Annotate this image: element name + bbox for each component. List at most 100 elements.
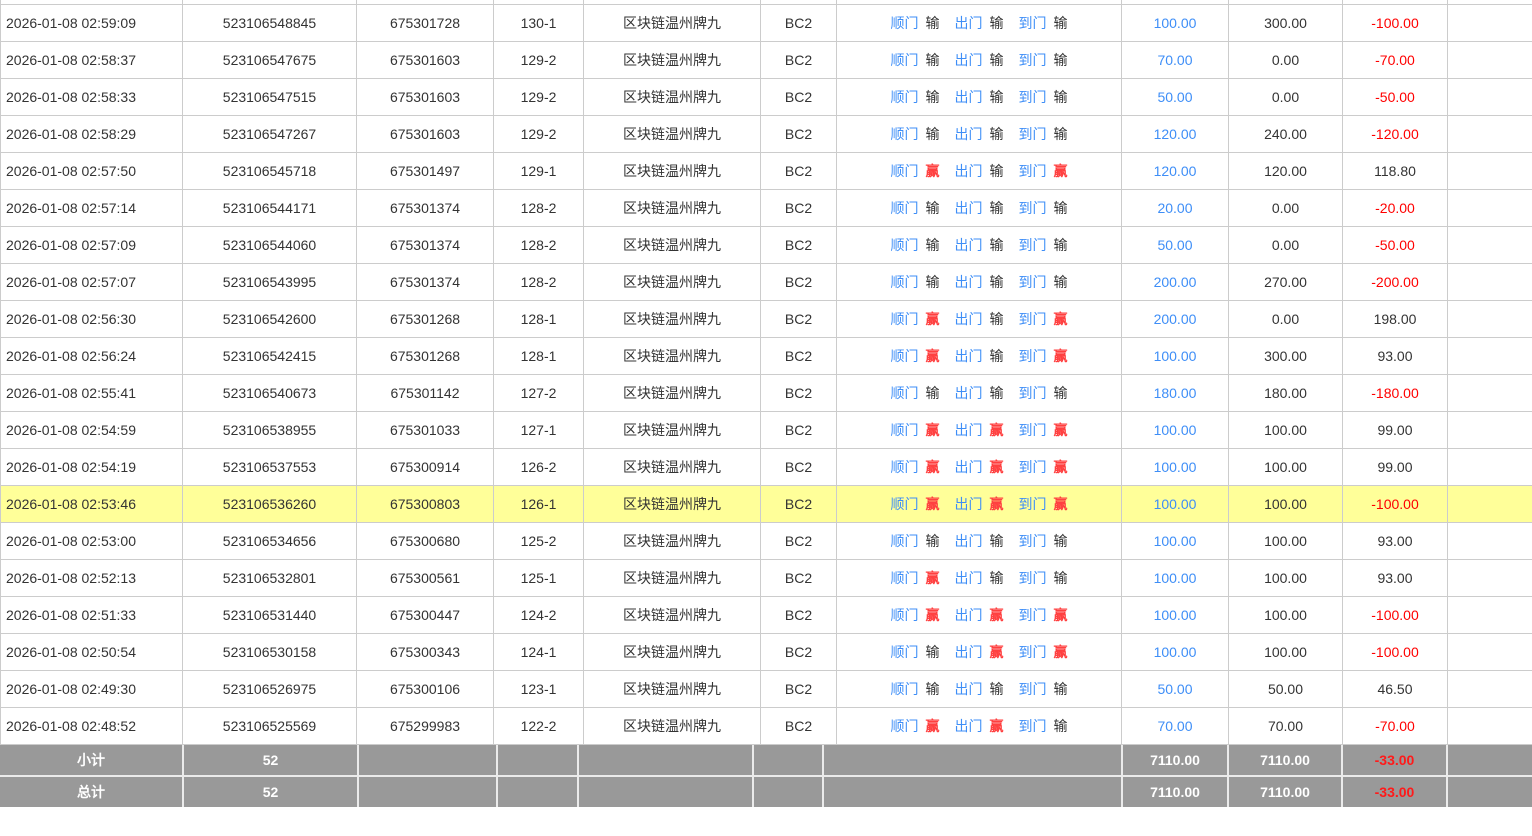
gate-link[interactable]: 顺门 [890, 14, 919, 31]
gate-link[interactable]: 到门 [1018, 495, 1047, 512]
bet-amount[interactable]: 200.00 [1121, 262, 1229, 301]
gate-link[interactable]: 出门 [954, 14, 983, 31]
bet-amount[interactable]: 180.00 [1121, 373, 1229, 412]
bet-amount[interactable]: 50.00 [1121, 77, 1229, 116]
gate-link[interactable]: 到门 [1018, 273, 1047, 290]
gate-link[interactable]: 到门 [1018, 569, 1047, 586]
gate-link[interactable]: 顺门 [890, 717, 919, 734]
table-row[interactable]: 2026-01-08 02:53:46 523106536260 675300803… [0, 484, 1532, 523]
gate-link[interactable]: 顺门 [890, 125, 919, 142]
bet-amount[interactable]: 20.00 [1121, 188, 1229, 227]
table-row[interactable]: 2026-01-08 02:57:50 523106545718 675301497… [0, 151, 1532, 190]
table-row[interactable]: 2026-01-08 02:57:07 523106543995 675301374… [0, 262, 1532, 301]
gate-link[interactable]: 到门 [1018, 88, 1047, 105]
gate-link[interactable]: 出门 [954, 273, 983, 290]
gate-link[interactable]: 出门 [954, 606, 983, 623]
bet-amount[interactable]: 50.00 [1121, 225, 1229, 264]
gate-link[interactable]: 到门 [1018, 199, 1047, 216]
table-row[interactable]: 2026-01-08 02:51:33 523106531440 675300447… [0, 595, 1532, 634]
gate-link[interactable]: 到门 [1018, 310, 1047, 327]
gate-link[interactable]: 顺门 [890, 347, 919, 364]
table-row[interactable]: 2026-01-08 02:59:09 523106548845 675301728… [0, 3, 1532, 42]
table-row[interactable]: 2026-01-08 02:54:19 523106537553 675300914… [0, 447, 1532, 486]
gate-link[interactable]: 顺门 [890, 384, 919, 401]
gate-link[interactable]: 到门 [1018, 125, 1047, 142]
bet-amount[interactable]: 100.00 [1121, 336, 1229, 375]
table-row[interactable]: 2026-01-08 02:56:30 523106542600 675301268… [0, 299, 1532, 338]
bet-amount[interactable]: 100.00 [1121, 447, 1229, 486]
gate-link[interactable]: 顺门 [890, 532, 919, 549]
gate-link[interactable]: 出门 [954, 569, 983, 586]
bet-amount[interactable]: 100.00 [1121, 521, 1229, 560]
gate-link[interactable]: 顺门 [890, 421, 919, 438]
gate-link[interactable]: 到门 [1018, 643, 1047, 660]
table-row[interactable]: 2026-01-08 02:58:33 523106547515 675301603… [0, 77, 1532, 116]
bet-amount[interactable]: 100.00 [1121, 595, 1229, 634]
gate-link[interactable]: 出门 [954, 125, 983, 142]
gate-link[interactable]: 到门 [1018, 606, 1047, 623]
gate-link[interactable]: 到门 [1018, 532, 1047, 549]
gate-link[interactable]: 出门 [954, 199, 983, 216]
table-row[interactable]: 2026-01-08 02:55:41 523106540673 675301142… [0, 373, 1532, 412]
gate-link[interactable]: 到门 [1018, 421, 1047, 438]
gate-link[interactable]: 顺门 [890, 199, 919, 216]
bet-amount[interactable]: 100.00 [1121, 484, 1229, 523]
table-row[interactable]: 2026-01-08 02:52:13 523106532801 675300561… [0, 558, 1532, 597]
bet-amount[interactable]: 100.00 [1121, 3, 1229, 42]
gate-link[interactable]: 出门 [954, 236, 983, 253]
table-row[interactable]: 2026-01-08 02:54:59 523106538955 675301033… [0, 410, 1532, 449]
table-row[interactable]: 2026-01-08 02:57:14 523106544171 675301374… [0, 188, 1532, 227]
gate-link[interactable]: 出门 [954, 162, 983, 179]
gate-link[interactable]: 到门 [1018, 384, 1047, 401]
gate-link[interactable]: 顺门 [890, 606, 919, 623]
gate-link[interactable]: 到门 [1018, 458, 1047, 475]
gate-link[interactable]: 出门 [954, 717, 983, 734]
gate-link[interactable]: 出门 [954, 421, 983, 438]
gate-link[interactable]: 顺门 [890, 51, 919, 68]
gate-link[interactable]: 顺门 [890, 458, 919, 475]
gate-link[interactable]: 出门 [954, 643, 983, 660]
gate-link[interactable]: 顺门 [890, 273, 919, 290]
gate-link[interactable]: 顺门 [890, 569, 919, 586]
table-row[interactable]: 2026-01-08 02:58:29 523106547267 675301603… [0, 114, 1532, 153]
gate-link[interactable]: 到门 [1018, 717, 1047, 734]
gate-link[interactable]: 出门 [954, 680, 983, 697]
gate-link[interactable]: 顺门 [890, 88, 919, 105]
gate-link[interactable]: 顺门 [890, 680, 919, 697]
gate-link[interactable]: 顺门 [890, 162, 919, 179]
gate-link[interactable]: 出门 [954, 88, 983, 105]
bet-amount[interactable]: 200.00 [1121, 299, 1229, 338]
bet-amount[interactable]: 100.00 [1121, 558, 1229, 597]
bet-amount[interactable]: 50.00 [1121, 669, 1229, 708]
table-row[interactable]: 2026-01-08 02:56:24 523106542415 675301268… [0, 336, 1532, 375]
gate-link[interactable]: 出门 [954, 384, 983, 401]
table-row[interactable]: 2026-01-08 02:50:54 523106530158 675300343… [0, 632, 1532, 671]
gate-link[interactable]: 到门 [1018, 680, 1047, 697]
bet-amount[interactable]: 120.00 [1121, 151, 1229, 190]
gate-link[interactable]: 到门 [1018, 162, 1047, 179]
bet-amount[interactable]: 70.00 [1121, 40, 1229, 79]
gate-link[interactable]: 顺门 [890, 643, 919, 660]
gate-link[interactable]: 出门 [954, 495, 983, 512]
table-row[interactable]: 2026-01-08 02:53:00 523106534656 675300680… [0, 521, 1532, 560]
bet-amount[interactable]: 70.00 [1121, 706, 1229, 745]
bet-amount[interactable]: 120.00 [1121, 114, 1229, 153]
bet-amount[interactable]: 100.00 [1121, 632, 1229, 671]
gate-link[interactable]: 到门 [1018, 236, 1047, 253]
gate-link[interactable]: 出门 [954, 51, 983, 68]
gate-link[interactable]: 到门 [1018, 14, 1047, 31]
table-row[interactable]: 2026-01-08 02:49:30 523106526975 675300106… [0, 669, 1532, 708]
gate-link[interactable]: 出门 [954, 310, 983, 327]
gate-link[interactable]: 到门 [1018, 347, 1047, 364]
gate-link[interactable]: 顺门 [890, 495, 919, 512]
gate-link[interactable]: 出门 [954, 458, 983, 475]
gate-link[interactable]: 出门 [954, 347, 983, 364]
bet-amount[interactable]: 100.00 [1121, 410, 1229, 449]
table-row[interactable]: 2026-01-08 02:57:09 523106544060 675301374… [0, 225, 1532, 264]
gate-link[interactable]: 到门 [1018, 51, 1047, 68]
gate-link[interactable]: 顺门 [890, 310, 919, 327]
table-row[interactable]: 2026-01-08 02:48:52 523106525569 675299983… [0, 706, 1532, 745]
table-row[interactable]: 2026-01-08 02:58:37 523106547675 675301603… [0, 40, 1532, 79]
gate-link[interactable]: 顺门 [890, 236, 919, 253]
gate-link[interactable]: 出门 [954, 532, 983, 549]
